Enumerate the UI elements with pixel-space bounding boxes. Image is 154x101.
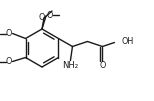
Text: O: O (39, 14, 45, 23)
Text: NH₂: NH₂ (62, 62, 79, 70)
Text: O: O (46, 11, 53, 19)
Text: O: O (99, 61, 106, 70)
Text: OH: OH (122, 37, 134, 46)
Text: O: O (6, 29, 12, 38)
Text: O: O (6, 57, 12, 66)
